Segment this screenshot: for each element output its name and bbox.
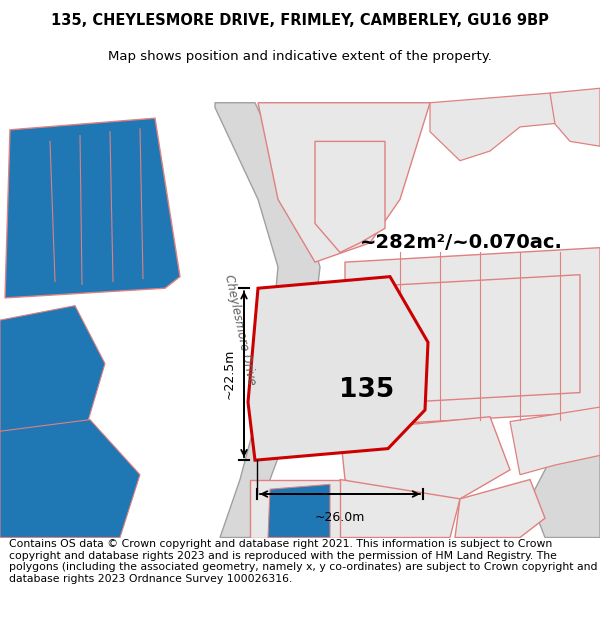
- Polygon shape: [315, 141, 385, 252]
- Polygon shape: [0, 419, 140, 538]
- Polygon shape: [345, 248, 600, 426]
- Text: Contains OS data © Crown copyright and database right 2021. This information is : Contains OS data © Crown copyright and d…: [9, 539, 598, 584]
- Polygon shape: [370, 275, 580, 404]
- Polygon shape: [0, 320, 90, 431]
- Polygon shape: [268, 484, 330, 538]
- Polygon shape: [250, 479, 340, 538]
- Polygon shape: [248, 277, 428, 460]
- Text: Map shows position and indicative extent of the property.: Map shows position and indicative extent…: [108, 49, 492, 62]
- Polygon shape: [510, 407, 600, 475]
- Polygon shape: [0, 431, 130, 538]
- Text: ~22.5m: ~22.5m: [223, 349, 236, 399]
- Polygon shape: [340, 417, 510, 509]
- Text: 135, CHEYLESMORE DRIVE, FRIMLEY, CAMBERLEY, GU16 9BP: 135, CHEYLESMORE DRIVE, FRIMLEY, CAMBERL…: [51, 13, 549, 28]
- Polygon shape: [455, 479, 545, 538]
- Polygon shape: [258, 102, 430, 262]
- Text: Cheylesmore Drive: Cheylesmore Drive: [222, 273, 258, 386]
- Text: 135: 135: [339, 377, 394, 403]
- Polygon shape: [5, 118, 180, 298]
- Polygon shape: [215, 102, 320, 538]
- Polygon shape: [0, 306, 105, 443]
- Polygon shape: [340, 479, 460, 538]
- Text: ~26.0m: ~26.0m: [315, 511, 365, 524]
- Text: ~282m²/~0.070ac.: ~282m²/~0.070ac.: [360, 233, 563, 253]
- Polygon shape: [530, 412, 600, 538]
- Polygon shape: [430, 93, 570, 161]
- Polygon shape: [20, 130, 175, 286]
- Polygon shape: [550, 88, 600, 146]
